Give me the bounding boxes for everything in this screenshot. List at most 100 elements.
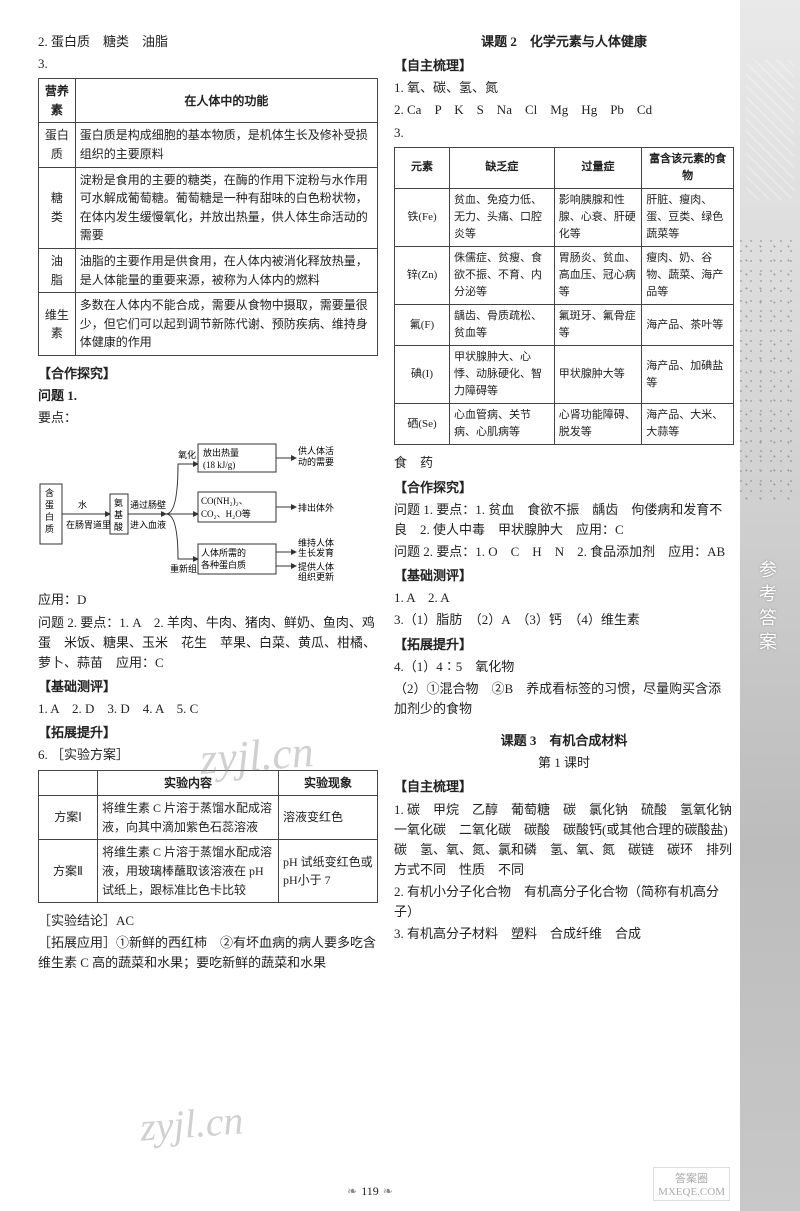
tzapp: ［拓展应用］①新鲜的西红柿 ②有坏血病的病人要多吃含维生素 C 高的蔬菜和水果；… bbox=[38, 933, 378, 973]
et-r1c0: 方案Ⅱ bbox=[39, 840, 98, 903]
el-h2: 过量症 bbox=[554, 147, 641, 188]
sidebar-label: 参考答案 bbox=[760, 560, 780, 656]
el-r0c3: 肝脏、瘦肉、蛋、豆类、绿色蔬菜等 bbox=[642, 188, 734, 246]
et-r1c1: 将维生素 C 片溶于蒸馏水配成溶液，用玻璃棒蘸取该溶液在 pH 试纸上，跟标准比… bbox=[98, 840, 279, 903]
svg-text:氧化: 氧化 bbox=[178, 449, 196, 460]
line-2: 2. 蛋白质 糖类 油脂 bbox=[38, 32, 378, 52]
k2-title: 课题 2 化学元素与人体健康 bbox=[394, 32, 734, 52]
p2: 2. 有机小分子化合物 有机高分子化合物（简称有机高分子） bbox=[394, 882, 734, 922]
r-jccp: 【基础测评】 bbox=[394, 566, 734, 586]
svg-text:CO(NH₂)₂、: CO(NH₂)₂、 bbox=[201, 496, 248, 506]
jc-ans: 1. A 2. D 3. D 4. A 5. C bbox=[38, 699, 378, 719]
svg-text:(18 kJ/g): (18 kJ/g) bbox=[203, 460, 235, 470]
svg-text:放出热量: 放出热量 bbox=[203, 447, 239, 458]
el-r4c3: 海产品、大米、大蒜等 bbox=[642, 404, 734, 445]
p3: 3. 有机高分子材料 塑料 合成纤维 合成 bbox=[394, 924, 734, 944]
svg-text:蛋: 蛋 bbox=[45, 500, 54, 510]
nt-r3c0: 维生素 bbox=[39, 293, 76, 356]
svg-text:供人体活: 供人体活 bbox=[298, 445, 334, 456]
watermark-2: zyjl.cn bbox=[138, 1096, 244, 1150]
el-r1c2: 胃肠炎、贫血、高血压、冠心病等 bbox=[554, 246, 641, 304]
page-body: 2. 蛋白质 糖类 油脂 3. 营养素 在人体中的功能 蛋白质蛋白质是构成细胞的… bbox=[0, 0, 800, 986]
r-hezuo: 【合作探究】 bbox=[394, 478, 734, 498]
line-3: 3. bbox=[38, 54, 378, 74]
svg-text:提供人体: 提供人体 bbox=[298, 561, 334, 572]
p1: 1. 碳 甲烷 乙醇 葡萄糖 碳 氯化钠 硫酸 氢氧化钠 一氧化碳 二氧化碳 碳… bbox=[394, 800, 734, 881]
et-r0c0: 方案Ⅰ bbox=[39, 796, 98, 840]
jccp: 【基础测评】 bbox=[38, 677, 378, 697]
svg-text:排出体外: 排出体外 bbox=[298, 502, 334, 513]
svg-text:基: 基 bbox=[114, 509, 123, 520]
nt-r1c1: 淀粉是食用的主要的糖类，在酶的作用下淀粉与水作用可水解成葡萄糖。葡萄糖是一种有甜… bbox=[75, 167, 377, 248]
zzsl: 【自主梳理】 bbox=[394, 56, 734, 76]
et-r0c2: 溶液变红色 bbox=[279, 796, 378, 840]
et-h1: 实验内容 bbox=[98, 770, 279, 796]
nutrient-table: 营养素 在人体中的功能 蛋白质蛋白质是构成细胞的基本物质，是机体生长及修补受损组… bbox=[38, 78, 378, 356]
svg-text:动的需要: 动的需要 bbox=[298, 456, 334, 467]
sidebar-decor: 参考答案 bbox=[740, 0, 800, 1211]
el-r3c0: 碘(I) bbox=[395, 346, 450, 404]
svg-text:各种蛋白质: 各种蛋白质 bbox=[201, 559, 246, 570]
et-h2: 实验现象 bbox=[279, 770, 378, 796]
l6: 6. ［实验方案］ bbox=[38, 745, 378, 765]
svg-text:CO₂、H₂O等: CO₂、H₂O等 bbox=[201, 508, 251, 519]
experiment-table: 实验内容 实验现象 方案Ⅰ 将维生素 C 片溶于蒸馏水配成溶液，向其中滴加紫色石… bbox=[38, 770, 378, 904]
nt-h0: 营养素 bbox=[39, 79, 76, 123]
nt-r1c0: 糖 类 bbox=[39, 167, 76, 248]
k3-sub: 第 1 课时 bbox=[394, 753, 734, 773]
el-r2c0: 氟(F) bbox=[395, 305, 450, 346]
et-r0c1: 将维生素 C 片溶于蒸馏水配成溶液，向其中滴加紫色石蕊溶液 bbox=[98, 796, 279, 840]
nt-r2c0: 油 脂 bbox=[39, 249, 76, 293]
wt1: 问题 1. bbox=[38, 386, 378, 406]
svg-text:含: 含 bbox=[45, 487, 54, 498]
flow-diagram: .bx{fill:#fff;stroke:#333;stroke-width:1… bbox=[38, 434, 378, 584]
svg-text:酸: 酸 bbox=[114, 522, 123, 532]
r3: 3. bbox=[394, 123, 734, 143]
r-jc12: 1. A 2. A bbox=[394, 588, 734, 608]
et-h0 bbox=[39, 770, 98, 796]
svg-text:水: 水 bbox=[78, 499, 87, 510]
svg-text:维持人体: 维持人体 bbox=[298, 537, 334, 548]
el-r0c0: 铁(Fe) bbox=[395, 188, 450, 246]
el-r1c0: 锌(Zn) bbox=[395, 246, 450, 304]
tzts: 【拓展提升】 bbox=[38, 723, 378, 743]
svg-text:进入血液: 进入血液 bbox=[130, 519, 166, 530]
svg-text:白: 白 bbox=[45, 511, 54, 522]
nt-r3c1: 多数在人体内不能合成，需要从食物中摄取，需要量很少，但它们可以起到调节新陈代谢、… bbox=[75, 293, 377, 356]
nt-r0c1: 蛋白质是构成细胞的基本物质，是机体生长及修补受损组织的主要原料 bbox=[75, 123, 377, 167]
wt2: 问题 2. 要点：1. A 2. 羊肉、牛肉、猪肉、鲜奶、鱼肉、鸡蛋 米饭、糖果… bbox=[38, 613, 378, 673]
r4: 4.（1）4∶5 氧化物 bbox=[394, 657, 734, 677]
el-r1c1: 侏儒症、贫瘦、食欲不振、不育、内分泌等 bbox=[450, 246, 555, 304]
zzsl2: 【自主梳理】 bbox=[394, 777, 734, 797]
corner-badge: 答案圈 MXEQE.COM bbox=[653, 1167, 730, 1201]
svg-text:通过肠壁: 通过肠壁 bbox=[130, 499, 166, 510]
el-h0: 元素 bbox=[395, 147, 450, 188]
left-column: 2. 蛋白质 糖类 油脂 3. 营养素 在人体中的功能 蛋白质蛋白质是构成细胞的… bbox=[30, 30, 386, 976]
hezuo-h: 【合作探究】 bbox=[38, 364, 378, 384]
footer-page: 119 bbox=[343, 1184, 397, 1198]
r2: 2. Ca P K S Na Cl Mg Hg Pb Cd bbox=[394, 100, 734, 120]
svg-text:质: 质 bbox=[45, 523, 54, 534]
apply1: 应用：D bbox=[38, 590, 378, 610]
svg-text:生长发育: 生长发育 bbox=[298, 547, 334, 558]
el-r2c3: 海产品、茶叶等 bbox=[642, 305, 734, 346]
el-r4c0: 硒(Se) bbox=[395, 404, 450, 445]
r-wt2: 问题 2. 要点：1. O C H N 2. 食品添加剂 应用：AB bbox=[394, 542, 734, 562]
svg-text:在肠胃道里: 在肠胃道里 bbox=[66, 519, 111, 530]
right-column: 课题 2 化学元素与人体健康 【自主梳理】 1. 氧、碳、氢、氮 2. Ca P… bbox=[386, 30, 742, 976]
r-tzts: 【拓展提升】 bbox=[394, 635, 734, 655]
el-r4c2: 心肾功能障碍、脱发等 bbox=[554, 404, 641, 445]
nt-r2c1: 油脂的主要作用是供食用，在人体内被消化释放热量，是人体能量的重要来源，被称为人体… bbox=[75, 249, 377, 293]
footer: 119 bbox=[0, 1184, 740, 1199]
el-r2c1: 龋齿、骨质疏松、贫血等 bbox=[450, 305, 555, 346]
el-h1: 缺乏症 bbox=[450, 147, 555, 188]
nt-h1: 在人体中的功能 bbox=[75, 79, 377, 123]
el-r0c2: 影响胰腺和性腺、心衰、肝硬化等 bbox=[554, 188, 641, 246]
el-r3c3: 海产品、加碘盐等 bbox=[642, 346, 734, 404]
el-r0c1: 贫血、免疫力低、无力、头痛、口腔炎等 bbox=[450, 188, 555, 246]
svg-text:氨: 氨 bbox=[114, 497, 123, 508]
el-r3c1: 甲状腺肿大、心悸、动脉硬化、智力障碍等 bbox=[450, 346, 555, 404]
svg-text:组织更新: 组织更新 bbox=[298, 571, 334, 582]
yd: 要点： bbox=[38, 408, 378, 428]
conc: ［实验结论］AC bbox=[38, 911, 378, 931]
